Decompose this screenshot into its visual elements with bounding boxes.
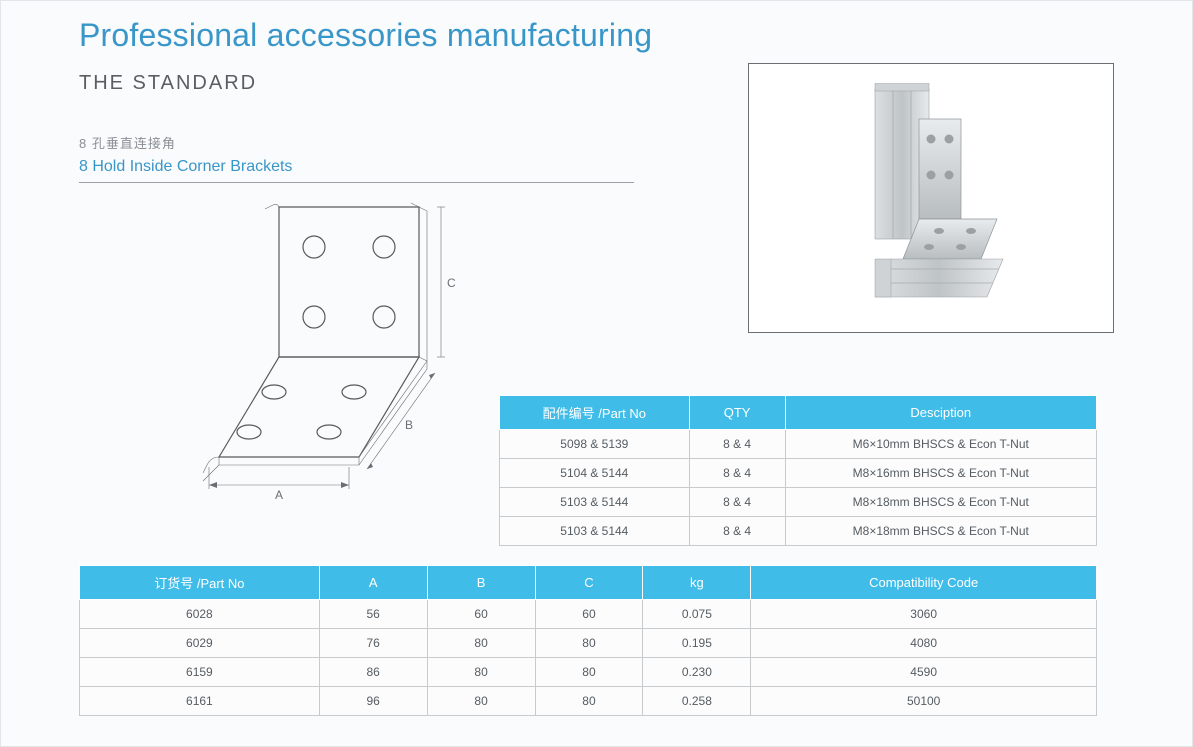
- table-cell: 6159: [80, 658, 320, 687]
- table-cell: 86: [319, 658, 427, 687]
- table-header-row: 配件编号 /Part No QTY Desciption: [500, 396, 1097, 430]
- col-a: A: [319, 566, 427, 600]
- dim-c-label: C: [447, 276, 456, 290]
- table-cell: 0.230: [643, 658, 751, 687]
- table-cell: 80: [427, 658, 535, 687]
- catalog-page: Professional accessories manufacturing T…: [0, 0, 1193, 747]
- table-cell: 5104 & 5144: [500, 459, 690, 488]
- product-name-cn: 8 孔垂直连接角: [79, 133, 634, 152]
- table-row: 5103 & 51448 & 4M8×18mm BHSCS & Econ T-N…: [500, 517, 1097, 546]
- table-cell: 4080: [751, 629, 1097, 658]
- table-cell: 3060: [751, 600, 1097, 629]
- table-cell: 6028: [80, 600, 320, 629]
- table-cell: 4590: [751, 658, 1097, 687]
- table-cell: 80: [535, 629, 643, 658]
- table-cell: 80: [427, 629, 535, 658]
- product-photo: [748, 63, 1114, 333]
- table-cell: 5103 & 5144: [500, 488, 690, 517]
- heading-divider: [79, 182, 634, 183]
- table-row: 5104 & 51448 & 4M8×16mm BHSCS & Econ T-N…: [500, 459, 1097, 488]
- table-row: 60285660600.0753060: [80, 600, 1097, 629]
- table-cell: M8×18mm BHSCS & Econ T-Nut: [785, 517, 1096, 546]
- table-cell: 60: [427, 600, 535, 629]
- table-cell: 8 & 4: [689, 430, 785, 459]
- page-title: Professional accessories manufacturing: [79, 17, 1114, 54]
- table-cell: 96: [319, 687, 427, 716]
- table-row: 5103 & 51448 & 4M8×18mm BHSCS & Econ T-N…: [500, 488, 1097, 517]
- col-b: B: [427, 566, 535, 600]
- table-cell: M8×16mm BHSCS & Econ T-Nut: [785, 459, 1096, 488]
- table-cell: M8×18mm BHSCS & Econ T-Nut: [785, 488, 1096, 517]
- table-cell: 50100: [751, 687, 1097, 716]
- table-cell: 76: [319, 629, 427, 658]
- table-cell: 5103 & 5144: [500, 517, 690, 546]
- col-qty: QTY: [689, 396, 785, 430]
- table-cell: 80: [427, 687, 535, 716]
- dim-a-label: A: [275, 488, 283, 502]
- col-kg: kg: [643, 566, 751, 600]
- table-cell: 56: [319, 600, 427, 629]
- table-cell: 5098 & 5139: [500, 430, 690, 459]
- table-row: 5098 & 51398 & 4M6×10mm BHSCS & Econ T-N…: [500, 430, 1097, 459]
- table-cell: 6161: [80, 687, 320, 716]
- table-cell: 0.075: [643, 600, 751, 629]
- table-cell: 8 & 4: [689, 459, 785, 488]
- table-cell: 0.258: [643, 687, 751, 716]
- table-header-row: 订货号 /Part No A B C kg Compatibility Code: [80, 566, 1097, 600]
- table-cell: 8 & 4: [689, 517, 785, 546]
- table-cell: 80: [535, 687, 643, 716]
- table-row: 60297680800.1954080: [80, 629, 1097, 658]
- technical-drawing: C B A: [149, 197, 509, 507]
- product-name-en: 8 Hold Inside Corner Brackets: [79, 158, 634, 176]
- table-row: 61598680800.2304590: [80, 658, 1097, 687]
- col-partno: 配件编号 /Part No: [500, 396, 690, 430]
- dim-b-label: B: [405, 418, 413, 432]
- col-compat: Compatibility Code: [751, 566, 1097, 600]
- table-cell: 60: [535, 600, 643, 629]
- table-cell: 8 & 4: [689, 488, 785, 517]
- col-desc: Desciption: [785, 396, 1096, 430]
- col-c: C: [535, 566, 643, 600]
- table-cell: 6029: [80, 629, 320, 658]
- table-cell: 0.195: [643, 629, 751, 658]
- table-cell: 80: [535, 658, 643, 687]
- table-row: 61619680800.25850100: [80, 687, 1097, 716]
- table-cell: M6×10mm BHSCS & Econ T-Nut: [785, 430, 1096, 459]
- spec-table: 订货号 /Part No A B C kg Compatibility Code…: [79, 565, 1097, 716]
- col-order-no: 订货号 /Part No: [80, 566, 320, 600]
- hardware-table: 配件编号 /Part No QTY Desciption 5098 & 5139…: [499, 395, 1097, 546]
